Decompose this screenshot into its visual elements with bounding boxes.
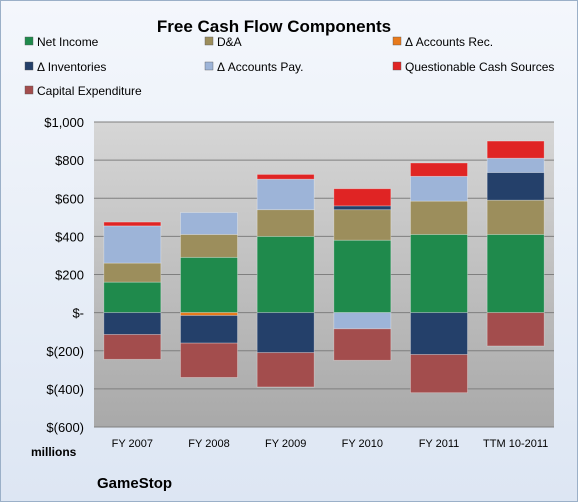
y-tick-label: $- [72,306,84,321]
y-tick-label: $200 [55,268,84,283]
bar-inventories-fy-2010 [333,205,392,211]
bars [103,140,545,394]
bar-inventories-fy-2008 [180,315,238,344]
y-tick-label: $600 [55,191,84,206]
bar-d-a-fy-2008 [180,234,238,258]
bar-inventories-fy-2011 [410,312,468,355]
bar-accounts-pay-fy-2009 [256,178,315,211]
legend-label-questionable-cash-sources: Questionable Cash Sources [405,60,554,74]
y-tick-label: $(200) [46,344,84,359]
bar-d-a-ttm-10-2011 [486,199,545,235]
units-label: millions [31,445,77,459]
legend-label-inventories: Δ Inventories [37,60,106,74]
bar-net-income-fy-2007 [103,281,162,314]
legend: Net Income D&A Δ Accounts Rec. Δ Inventorie… [24,35,554,98]
y-tick-label: $1,000 [44,115,84,130]
y-tick-label: $800 [55,153,84,168]
legend-label-d-a: D&A [217,35,242,49]
x-tick-label: FY 2008 [188,438,229,450]
x-tick-label: FY 2011 [419,438,460,450]
x-axis: FY 2007 FY 2008 FY 2009 FY 2010 FY 2011 TTM 1… [112,438,549,450]
bar-questionable-cash-sources-fy-2010 [333,188,392,207]
bar-net-income-fy-2009 [256,235,315,314]
bar-d-a-fy-2011 [410,200,468,235]
legend-swatch-questionable-cash-sources [392,61,402,71]
bar-accounts-rec-fy-2008 [180,312,238,316]
y-tick-label: $(600) [46,420,84,435]
bar-net-income-fy-2010 [333,239,392,314]
bar-capital-expenditure-fy-2007 [103,334,162,360]
legend-label-accounts-pay: Δ Accounts Pay. [217,60,304,74]
bar-questionable-cash-sources-fy-2007 [103,221,162,227]
bar-accounts-pay-fy-2008 [180,212,238,235]
bar-d-a-fy-2009 [256,209,315,237]
company-label: GameStop [97,475,172,492]
bar-questionable-cash-sources-ttm-10-2011 [486,140,545,159]
legend-label-net-income: Net Income [37,35,99,49]
bar-accounts-pay-fy-2010 [333,312,392,330]
bar-accounts-pay-fy-2011 [410,175,468,202]
legend-swatch-d-a [204,36,214,46]
grid [94,121,554,428]
bar-inventories-ttm-10-2011 [486,172,545,201]
legend-swatch-net-income [24,36,34,46]
bar-d-a-fy-2007 [103,262,162,283]
x-tick-label: FY 2007 [112,438,153,450]
bar-capital-expenditure-fy-2011 [410,354,468,394]
bar-inventories-fy-2009 [256,312,315,354]
legend-swatch-inventories [24,61,34,71]
bar-capital-expenditure-fy-2010 [333,328,392,361]
bar-net-income-fy-2011 [410,234,468,314]
chart-title: Free Cash Flow Components [157,17,391,36]
x-tick-label: FY 2009 [265,438,306,450]
bar-accounts-pay-fy-2007 [103,225,162,264]
y-tick-label: $400 [55,229,84,244]
bar-capital-expenditure-fy-2008 [180,342,238,378]
bar-d-a-fy-2010 [333,209,392,241]
x-tick-label: TTM 10-2011 [483,438,548,450]
legend-swatch-accounts-rec [392,36,402,46]
y-tick-label: $(400) [46,382,84,397]
bar-net-income-ttm-10-2011 [486,234,545,314]
legend-label-accounts-rec: Δ Accounts Rec. [405,35,493,49]
bar-capital-expenditure-ttm-10-2011 [486,312,545,347]
legend-swatch-accounts-pay [204,61,214,71]
bar-capital-expenditure-fy-2009 [256,352,315,388]
legend-label-capital-expenditure: Capital Expenditure [37,84,142,98]
bar-questionable-cash-sources-fy-2011 [410,162,468,177]
bar-questionable-cash-sources-fy-2009 [256,174,315,180]
bar-net-income-fy-2008 [180,256,238,314]
legend-swatch-capital-expenditure [24,85,34,95]
bar-inventories-fy-2007 [103,312,162,335]
x-tick-label: FY 2010 [342,438,383,450]
bar-accounts-pay-ttm-10-2011 [486,157,545,173]
y-axis: $1,000 $800 $600 $400 $200 $- $(200) $(400) $(60… [44,115,84,435]
